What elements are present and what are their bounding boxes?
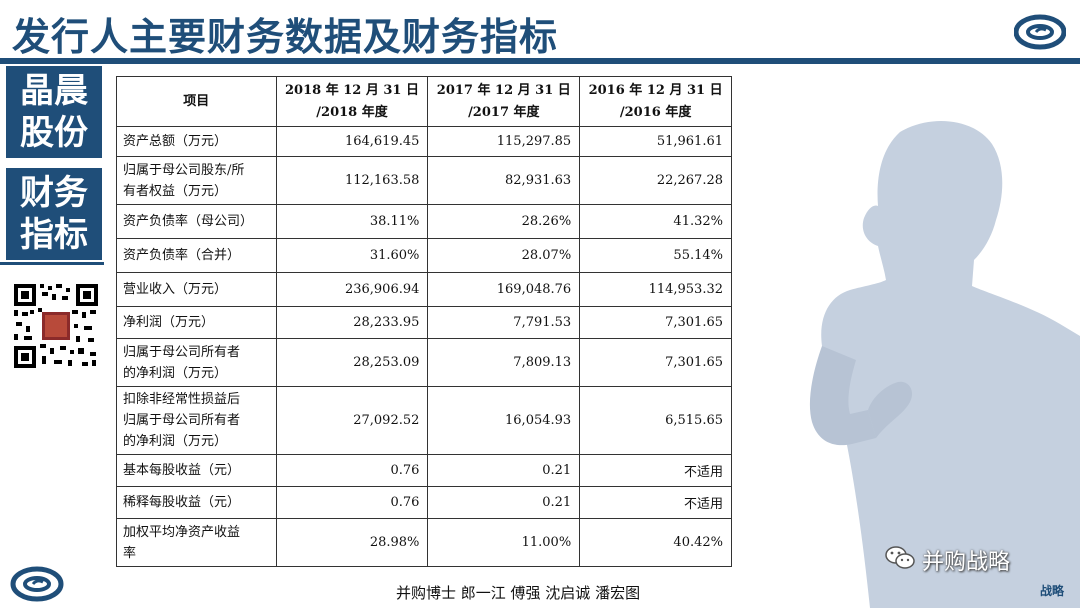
cell-2017: 28.26% [427, 204, 581, 239]
company-name-badge: 晶晨 股份 [6, 66, 102, 158]
wechat-icon [885, 546, 915, 569]
cell-2017: 0.21 [427, 486, 581, 519]
table-row: 归属于母公司所有者 的净利润（万元） 28,253.09 7,809.13 7,… [116, 338, 732, 387]
header-item: 项目 [116, 76, 277, 127]
header-divider [0, 58, 1080, 64]
brand-logo-icon [1014, 14, 1066, 50]
cell-2016: 41.32% [579, 204, 732, 239]
cell-2018: 0.76 [275, 486, 429, 519]
header-2018: 2018 年 12 月 31 日/2018 年度 [275, 76, 429, 127]
cell-2017: 11.00% [427, 518, 581, 567]
cell-2017: 28.07% [427, 238, 581, 273]
financial-data-table: 项目 2018 年 12 月 31 日/2018 年度 2017 年 12 月 … [116, 76, 732, 567]
cell-2016: 22,267.28 [579, 156, 732, 205]
cell-2016: 不适用 [579, 454, 732, 487]
table-row: 资产负债率（母公司） 38.11% 28.26% 41.32% [116, 204, 732, 239]
row-label: 资产负债率（母公司） [116, 204, 277, 239]
cell-2018: 0.76 [275, 454, 429, 487]
cell-2016: 51,961.61 [579, 126, 732, 157]
header-2017: 2017 年 12 月 31 日/2017 年度 [427, 76, 581, 127]
company-name-line2: 股份 [20, 113, 88, 153]
table-row: 稀释每股收益（元） 0.76 0.21 不适用 [116, 486, 732, 519]
row-label: 净利润（万元） [116, 306, 277, 339]
cell-2018: 112,163.58 [275, 156, 429, 205]
table-row: 净利润（万元） 28,233.95 7,791.53 7,301.65 [116, 306, 732, 339]
row-label: 加权平均净资产收益 率 [116, 518, 277, 567]
cell-2016: 40.42% [579, 518, 732, 567]
cell-2017: 115,297.85 [427, 126, 581, 157]
cell-2018: 28,233.95 [275, 306, 429, 339]
thinking-man-silhouette-icon [809, 121, 1080, 608]
row-label: 稀释每股收益（元） [116, 486, 277, 519]
cell-2018: 164,619.45 [275, 126, 429, 157]
watermark-text: 并购战略 [922, 550, 1011, 575]
cell-2018: 38.11% [275, 204, 429, 239]
cell-2016: 55.14% [579, 238, 732, 273]
cell-2017: 7,809.13 [427, 338, 581, 387]
row-label: 营业收入（万元） [116, 272, 277, 307]
cell-2018: 27,092.52 [275, 386, 429, 455]
cell-2018: 31.60% [275, 238, 429, 273]
row-label: 资产总额（万元） [116, 126, 277, 157]
row-label: 资产负债率（合并） [116, 238, 277, 273]
cell-2018: 236,906.94 [275, 272, 429, 307]
cell-2016: 6,515.65 [579, 386, 732, 455]
table-row: 资产总额（万元） 164,619.45 115,297.85 51,961.61 [116, 126, 732, 157]
cell-2017: 7,791.53 [427, 306, 581, 339]
table-header-row: 项目 2018 年 12 月 31 日/2018 年度 2017 年 12 月 … [116, 76, 732, 127]
cell-2017: 82,931.63 [427, 156, 581, 205]
cell-2018: 28,253.09 [275, 338, 429, 387]
watermark-corner-text: 战略 [1040, 584, 1065, 598]
table-row: 资产负债率（合并） 31.60% 28.07% 55.14% [116, 238, 732, 273]
row-label: 归属于母公司股东/所 有者权益（万元） [116, 156, 277, 205]
cell-2016: 不适用 [579, 486, 732, 519]
cell-2016: 7,301.65 [579, 306, 732, 339]
company-name-line1: 晶晨 [20, 71, 88, 111]
section-line2: 指标 [20, 215, 88, 255]
row-label: 归属于母公司所有者 的净利润（万元） [116, 338, 277, 387]
section-badge: 财务 指标 [6, 168, 102, 260]
table-row: 营业收入（万元） 236,906.94 169,048.76 114,953.3… [116, 272, 732, 307]
cell-2017: 169,048.76 [427, 272, 581, 307]
table-row: 基本每股收益（元） 0.76 0.21 不适用 [116, 454, 732, 487]
author-caption: 并购博士 郎一江 傅强 沈启诚 潘宏图 [396, 584, 641, 602]
table-row: 归属于母公司股东/所 有者权益（万元） 112,163.58 82,931.63… [116, 156, 732, 205]
table-row: 扣除非经常性损益后 归属于母公司所有者 的净利润（万元） 27,092.52 1… [116, 386, 732, 455]
brand-logo-bottom-icon [10, 566, 64, 602]
section-line1: 财务 [20, 173, 88, 213]
table-row: 加权平均净资产收益 率 28.98% 11.00% 40.42% [116, 518, 732, 567]
cell-2018: 28.98% [275, 518, 429, 567]
qr-code-icon [12, 282, 100, 370]
cell-2016: 7,301.65 [579, 338, 732, 387]
cell-2017: 16,054.93 [427, 386, 581, 455]
header-2016: 2016 年 12 月 31 日/2016 年度 [579, 76, 732, 127]
row-label: 基本每股收益（元） [116, 454, 277, 487]
cell-2016: 114,953.32 [579, 272, 732, 307]
row-label: 扣除非经常性损益后 归属于母公司所有者 的净利润（万元） [116, 386, 277, 455]
cell-2017: 0.21 [427, 454, 581, 487]
sidebar-divider [0, 262, 104, 265]
page-title: 发行人主要财务数据及财务指标 [12, 15, 559, 59]
